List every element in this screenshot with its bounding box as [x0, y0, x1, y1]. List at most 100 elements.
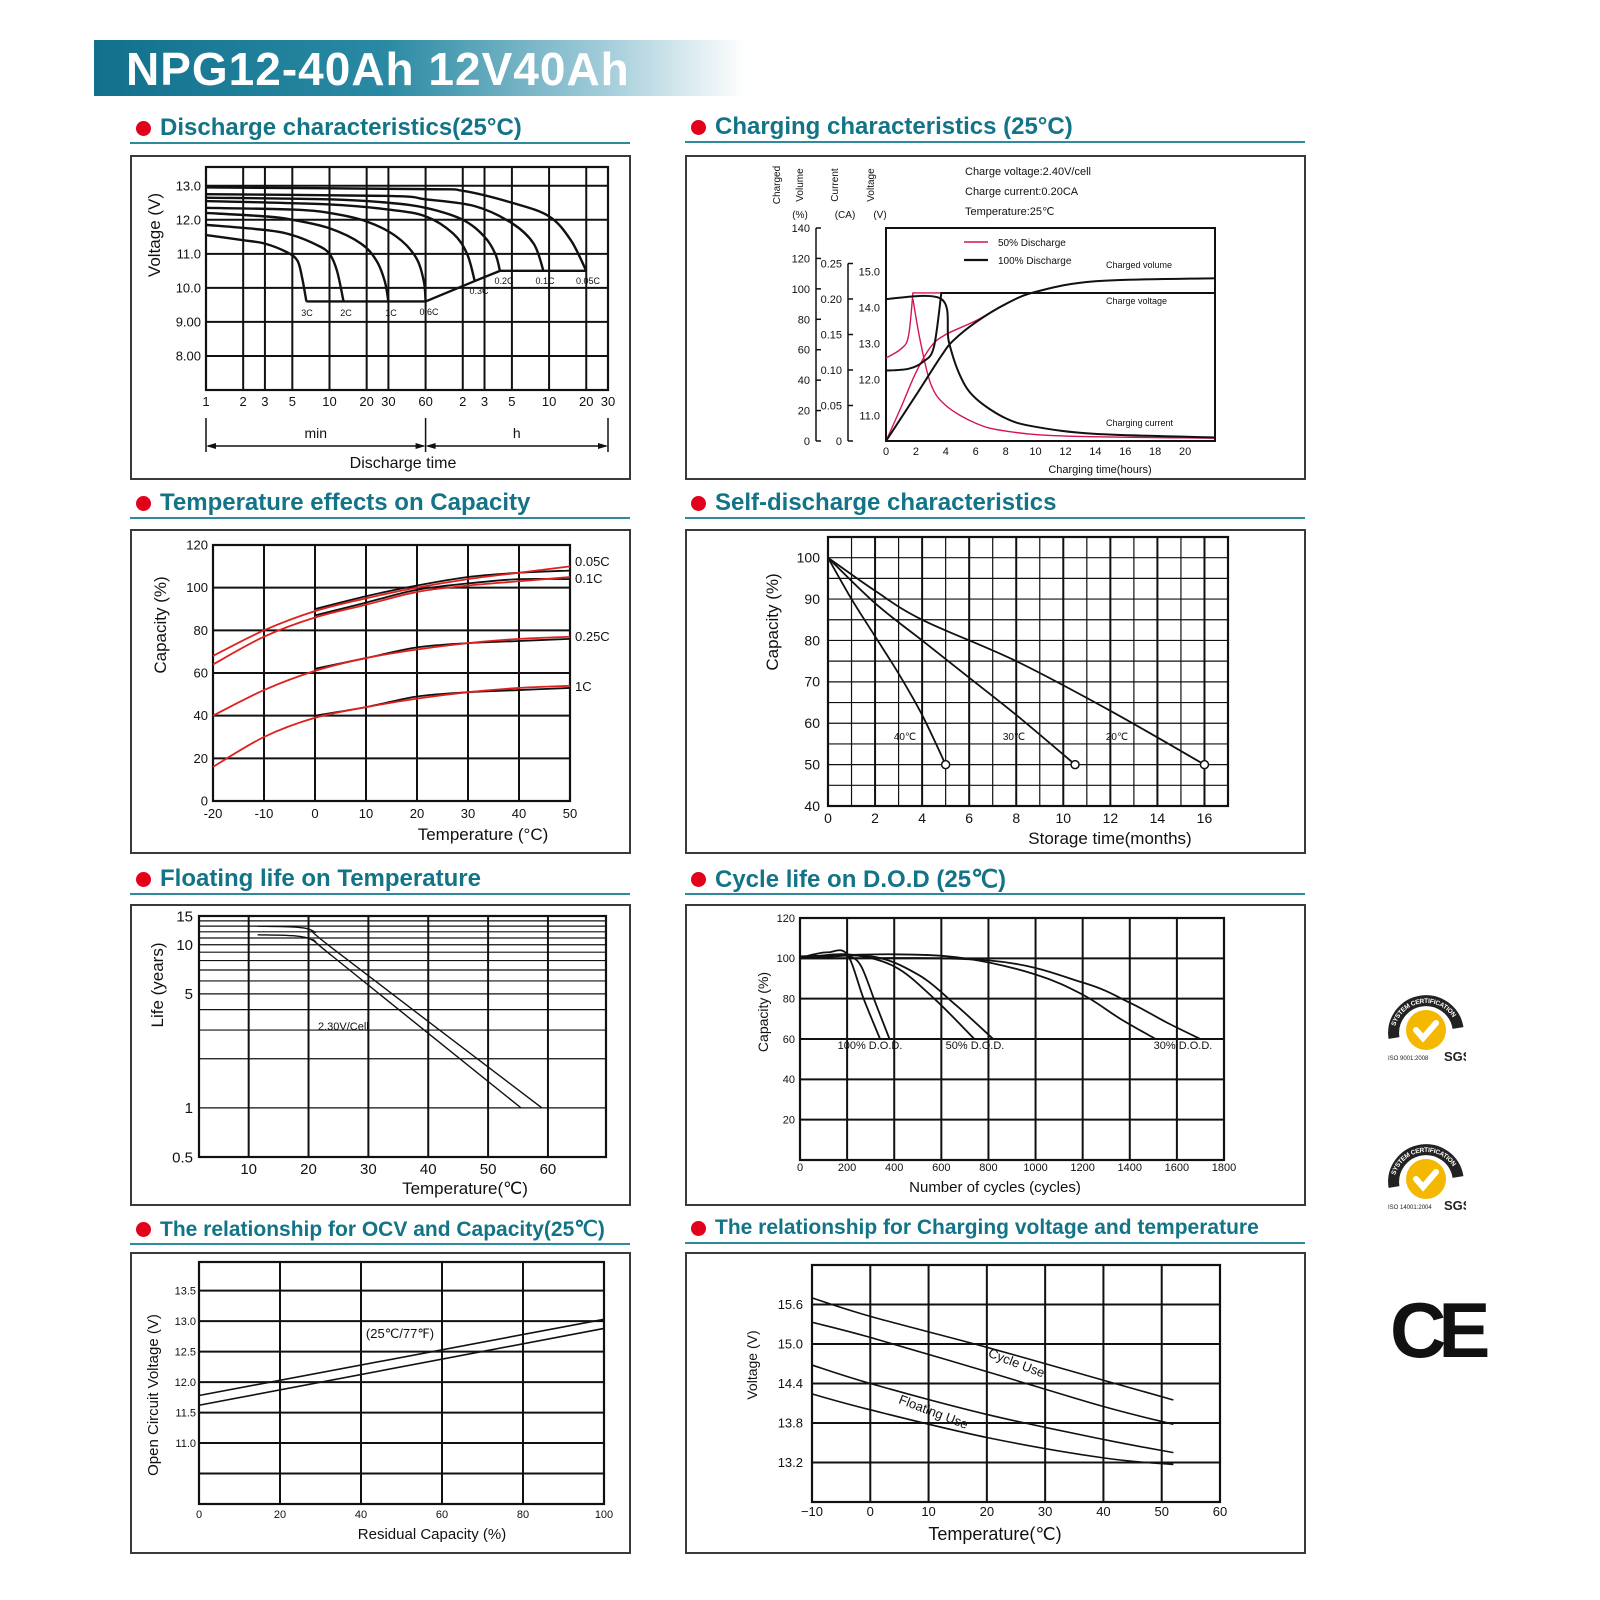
- y-tick-label: 0: [836, 436, 842, 448]
- bullet-icon: [136, 496, 151, 511]
- plot-frame: [885, 227, 1216, 442]
- y-tick-label: 10: [176, 937, 193, 954]
- y-tick-label: 15.6: [778, 1297, 803, 1312]
- series-line: [212, 565, 571, 657]
- y-tick-label: 20: [798, 406, 810, 418]
- x-axis-label: Temperature (°C): [418, 825, 549, 844]
- charge-info-text: Charge voltage:2.40V/cell: [965, 166, 1091, 178]
- x-tick-label: 14: [1150, 810, 1166, 826]
- curve-label: 50% D.O.D.: [946, 1040, 1005, 1052]
- section-title-text: The relationship for OCV and Capacity(25…: [160, 1218, 605, 1241]
- chart-panel-temperature: [130, 529, 631, 854]
- series-line: [205, 186, 588, 272]
- curve-label: 0.1C: [575, 571, 602, 586]
- endpoint-marker: [940, 759, 951, 770]
- y-axis-label: Capacity (%): [763, 573, 782, 670]
- curve-label: 0.2C: [494, 276, 514, 286]
- series-line: [799, 957, 1201, 1040]
- x-tick-label: 3: [261, 394, 268, 409]
- series-line: [799, 954, 891, 1040]
- y-tick-label: 120: [777, 913, 795, 925]
- bullet-icon: [691, 872, 706, 887]
- y-axis-label: Capacity (%): [755, 972, 771, 1052]
- check-icon: [1413, 1169, 1439, 1192]
- y-tick-label: 12.0: [175, 1377, 196, 1389]
- series-line: [314, 577, 571, 617]
- y-tick-label: 40: [194, 708, 208, 723]
- x-tick-label: 1: [202, 394, 209, 409]
- section-title-cycle-life: Cycle life on D.O.D (25℃): [685, 866, 1305, 895]
- section-title-self-discharge: Self-discharge characteristics: [685, 489, 1305, 519]
- y-tick-label: 13.5: [175, 1285, 196, 1297]
- x-tick-label: 60: [418, 394, 432, 409]
- series-line: [205, 193, 545, 272]
- section-title-text: Temperature effects on Capacity: [160, 489, 531, 516]
- iso-standard: ISO 14001:2004: [1388, 1205, 1432, 1211]
- y-tick-label: 5: [185, 986, 193, 1003]
- y-tick-label: 1: [185, 1100, 193, 1117]
- y-tick-label: 60: [798, 345, 810, 357]
- time-unit-label: h: [513, 425, 521, 441]
- y-tick-label: 11.0: [859, 411, 880, 423]
- y-tick-label: 15: [176, 908, 193, 925]
- x-tick-label: 60: [1213, 1504, 1227, 1519]
- x-tick-label: 5: [289, 394, 296, 409]
- chart-panel-cycle-life: [685, 904, 1306, 1206]
- y-axis-unit: (CA): [835, 210, 856, 221]
- curve-label: Charging current: [1106, 418, 1174, 428]
- y-tick-label: 0.25: [821, 259, 842, 271]
- series-line: [198, 1318, 605, 1397]
- x-tick-label: 40: [355, 1509, 367, 1521]
- section-title-charging-voltage: The relationship for Charging voltage an…: [685, 1216, 1305, 1244]
- y-tick-label: 80: [798, 314, 810, 326]
- x-tick-label: -20: [204, 806, 223, 821]
- y-tick-label: 15.0: [778, 1337, 803, 1352]
- series-line: [885, 292, 1215, 359]
- x-tick-label: 100: [595, 1509, 613, 1521]
- x-tick-label: 3: [481, 394, 488, 409]
- time-unit-label: min: [305, 425, 328, 441]
- y-tick-label: 60: [783, 1034, 795, 1046]
- x-tick-label: 50: [480, 1161, 497, 1178]
- x-tick-label: 30: [601, 394, 615, 409]
- chart-panel-self-discharge: [685, 529, 1306, 854]
- section-title-text: Charging characteristics (25°C): [715, 113, 1073, 140]
- curve-label: 40℃: [894, 732, 916, 743]
- series-line: [314, 637, 571, 670]
- curve-label: 100% D.O.D.: [838, 1040, 903, 1052]
- endpoint-marker: [1199, 759, 1210, 770]
- x-axis-label: Temperature(℃): [928, 1524, 1061, 1544]
- chart-panel-charging: [685, 155, 1306, 480]
- charge-info-text: Temperature:25℃: [965, 206, 1054, 218]
- y-tick-label: 120: [186, 538, 208, 553]
- y-tick-label: 40: [804, 798, 820, 814]
- x-tick-label: 10: [359, 806, 373, 821]
- y-axis-label: Voltage (V): [145, 193, 164, 277]
- curve-label: 30℃: [1003, 732, 1025, 743]
- y-tick-label: 40: [798, 375, 810, 387]
- section-title-text: The relationship for Charging voltage an…: [715, 1216, 1259, 1239]
- x-tick-label: 6: [973, 446, 979, 458]
- y-tick-label: 0: [804, 436, 810, 448]
- curve-label: Charged volume: [1106, 260, 1172, 270]
- series-line: [799, 953, 1157, 1040]
- x-tick-label: 2: [240, 394, 247, 409]
- x-tick-label: 0: [883, 446, 889, 458]
- x-tick-label: 8: [1003, 446, 1009, 458]
- x-tick-label: 20: [980, 1504, 994, 1519]
- x-tick-label: 8: [1012, 810, 1020, 826]
- y-axis-label: Voltage (V): [744, 1330, 760, 1399]
- x-tick-label: 0: [196, 1509, 202, 1521]
- y-tick-label: 60: [194, 666, 208, 681]
- bullet-icon: [691, 1221, 706, 1236]
- curve-label: 3C: [301, 308, 313, 318]
- x-tick-label: 400: [885, 1162, 903, 1174]
- curve-label: (25℃/77℉): [366, 1326, 434, 1341]
- x-tick-label: 40: [512, 806, 526, 821]
- series-line: [205, 223, 345, 302]
- y-tick-label: 60: [804, 715, 820, 731]
- charge-info-text: Charge current:0.20CA: [965, 186, 1079, 198]
- x-tick-label: 1800: [1212, 1162, 1236, 1174]
- series-line: [314, 687, 571, 717]
- y-tick-label: 20: [194, 751, 208, 766]
